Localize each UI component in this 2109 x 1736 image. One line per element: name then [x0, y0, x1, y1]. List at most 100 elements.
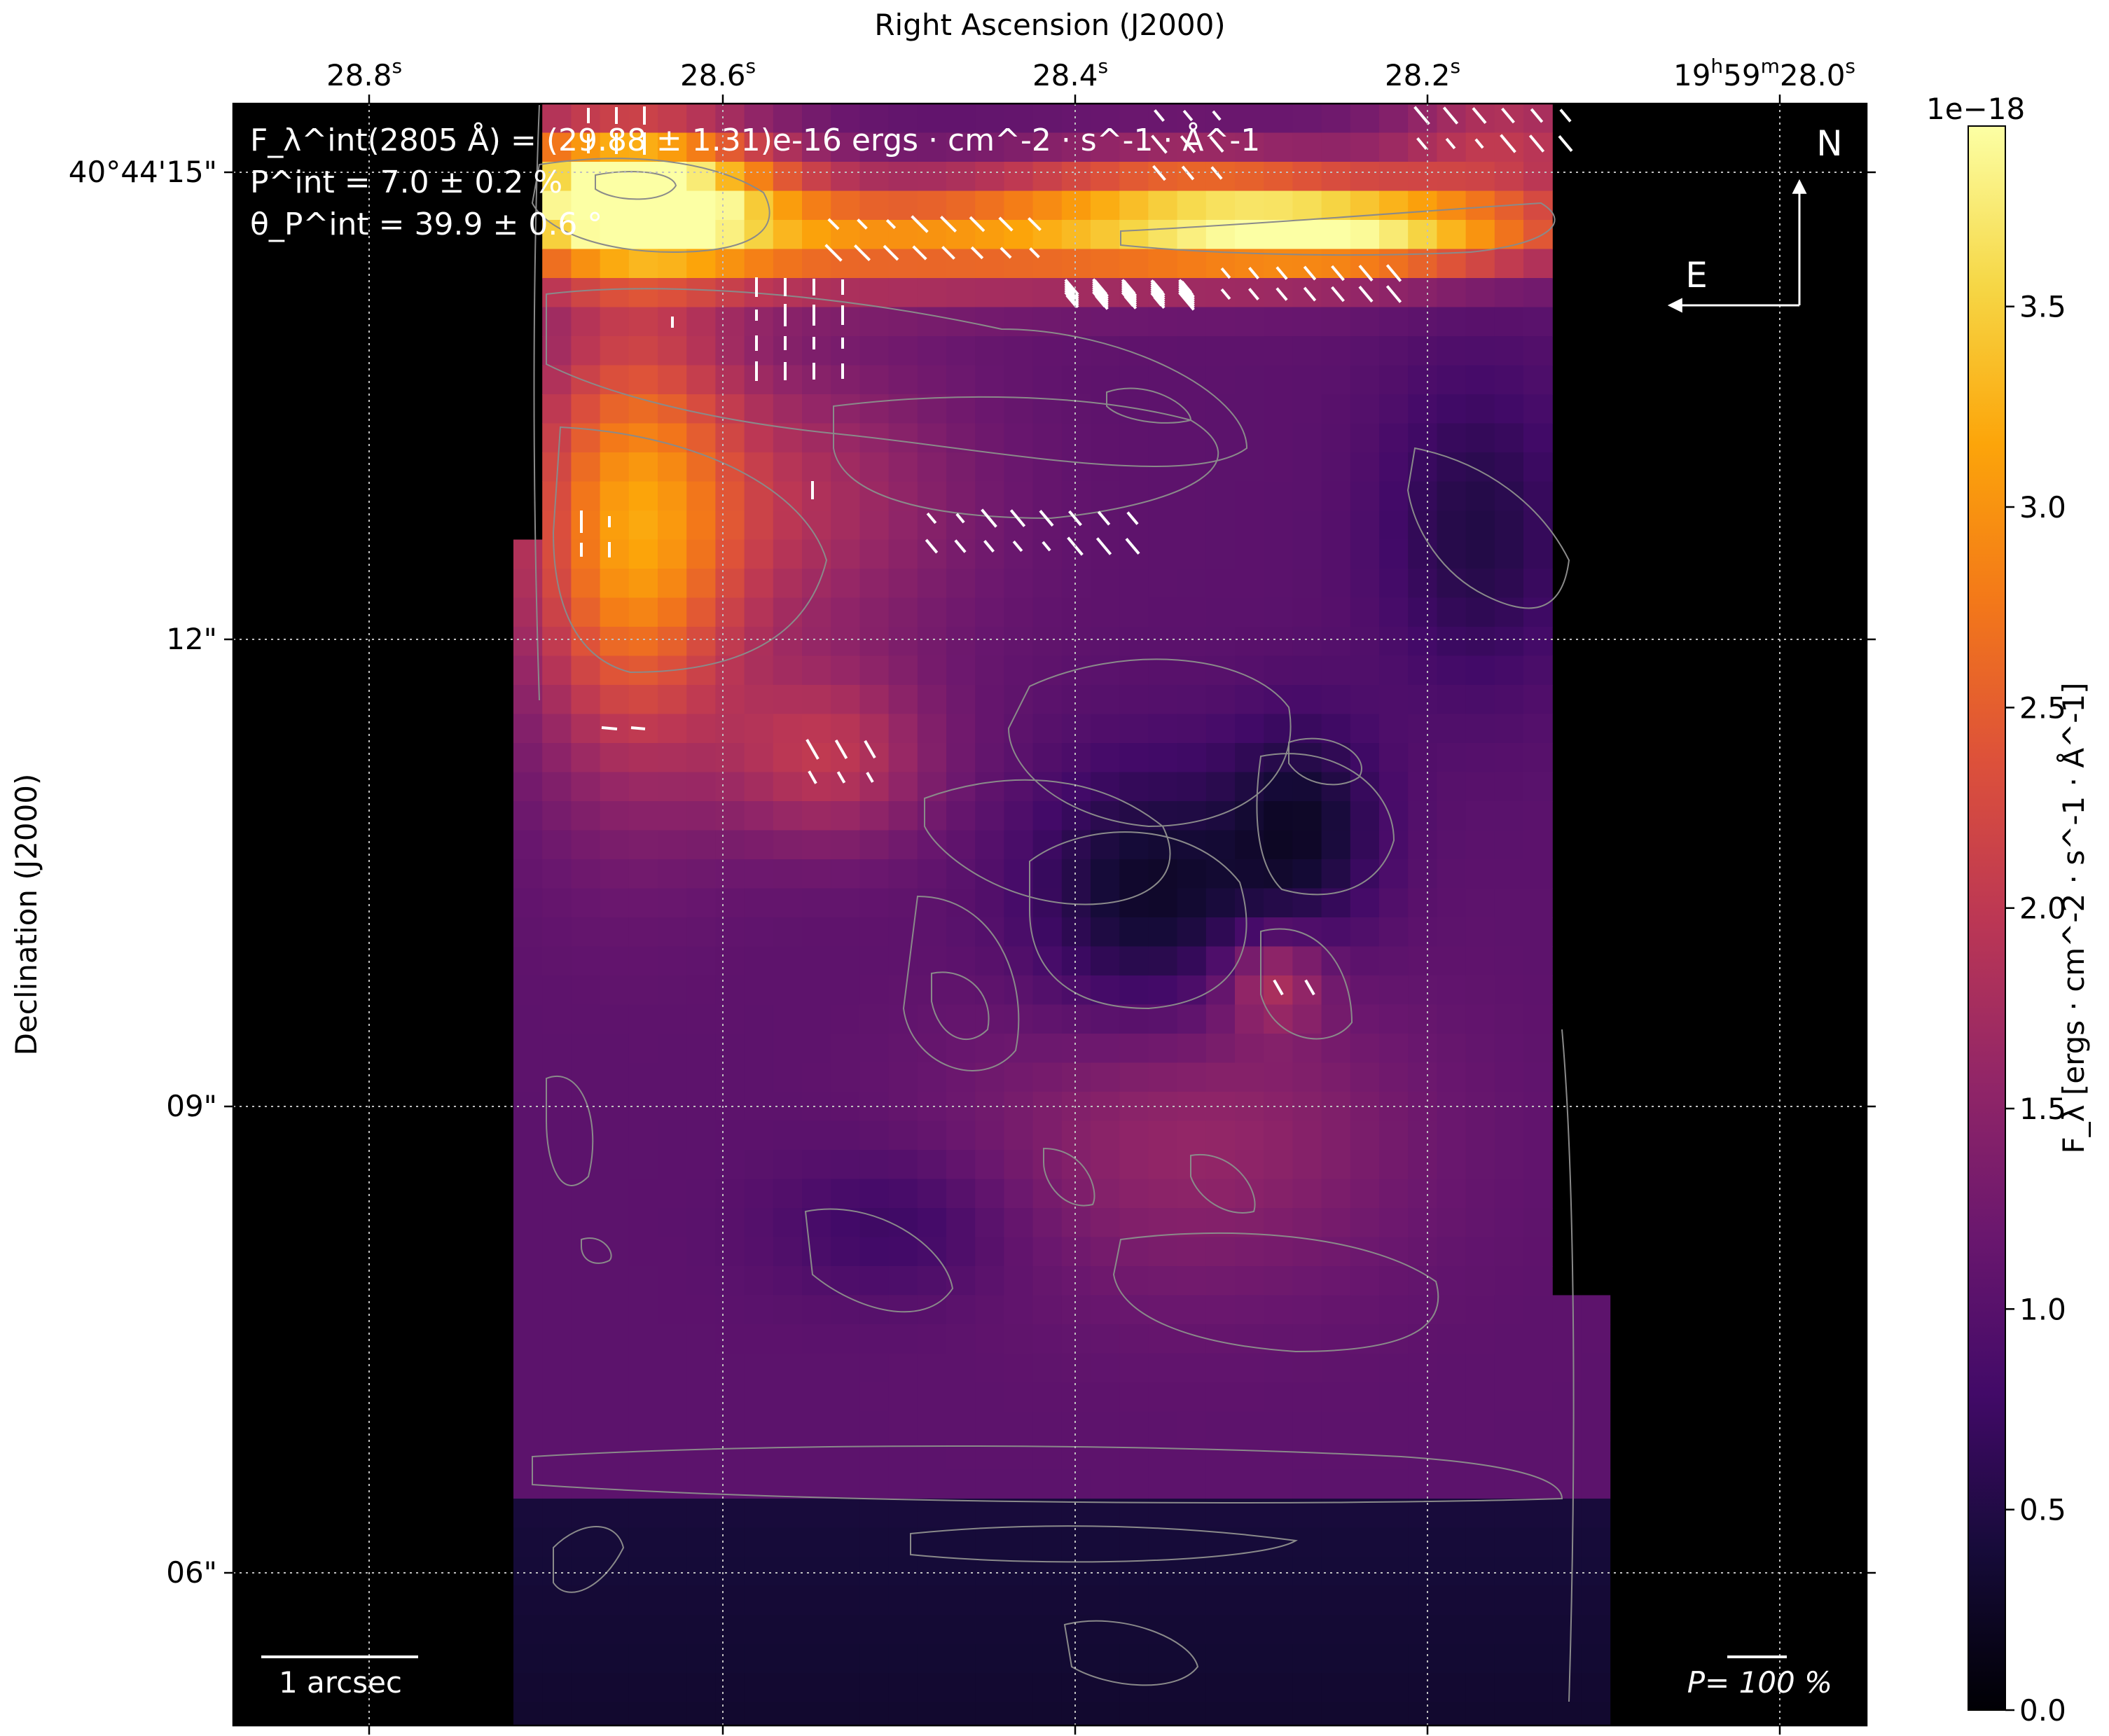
heatmap-cell: [1494, 1469, 1524, 1499]
heatmap-cell: [1581, 1382, 1611, 1412]
heatmap-cell: [773, 1179, 803, 1209]
heatmap-cell: [1091, 220, 1120, 250]
heatmap-cell: [802, 307, 831, 337]
heatmap-cell: [1091, 1295, 1120, 1325]
heatmap-cell: [628, 569, 658, 599]
heatmap-cell: [686, 220, 716, 250]
heatmap-cell: [773, 132, 803, 162]
heatmap-cell: [1061, 336, 1091, 366]
heatmap-cell: [1437, 1527, 1467, 1557]
heatmap-cell: [773, 917, 803, 947]
heatmap-cell: [600, 1120, 630, 1151]
heatmap-cell: [1523, 1062, 1553, 1092]
heatmap-cell: [1321, 1499, 1351, 1529]
heatmap-cell: [773, 1120, 803, 1151]
heatmap-cell: [802, 946, 831, 976]
heatmap-cell: [1379, 801, 1409, 831]
x-tick-label-2: 28.4s: [1032, 55, 1108, 92]
heatmap-cell: [1061, 365, 1091, 395]
heatmap-cell: [744, 1150, 774, 1180]
heatmap-cell: [917, 743, 947, 773]
heatmap-cell: [1119, 1004, 1149, 1034]
heatmap-cell: [917, 917, 947, 947]
heatmap-cell: [1119, 975, 1149, 1006]
heatmap-cell: [628, 1120, 658, 1151]
heatmap-cell: [1350, 1673, 1380, 1703]
heatmap-cell: [1177, 1237, 1207, 1267]
heatmap-cell: [1408, 1004, 1437, 1034]
heatmap-cell: [831, 1295, 860, 1325]
heatmap-cell: [1465, 1062, 1495, 1092]
heatmap-cell: [1523, 190, 1553, 221]
heatmap-cell: [1061, 801, 1091, 831]
heatmap-cell: [1408, 278, 1437, 308]
heatmap-cell: [888, 975, 918, 1006]
heatmap-cell: [1437, 888, 1467, 918]
heatmap-cell: [1235, 1266, 1264, 1296]
heatmap-cell: [1148, 1499, 1178, 1529]
heatmap-cell: [1205, 1440, 1236, 1471]
heatmap-cell: [1004, 597, 1034, 627]
heatmap-cell: [715, 1324, 745, 1354]
heatmap-cell: [715, 569, 745, 599]
heatmap-cell: [888, 1179, 918, 1209]
heatmap-cell: [1004, 1062, 1034, 1092]
heatmap-cell: [1032, 1062, 1063, 1092]
heatmap-cell: [1004, 1702, 1034, 1725]
heatmap-cell: [831, 1034, 860, 1064]
heatmap-cell: [831, 162, 860, 192]
heatmap-cell: [946, 1092, 976, 1122]
heatmap-cell: [571, 975, 601, 1006]
heatmap-cell: [1494, 1004, 1524, 1034]
angular-scale-label: 1 arcsec: [279, 1665, 402, 1700]
polarization-vector: [1416, 137, 1427, 150]
heatmap-cell: [628, 743, 658, 773]
heatmap-cell: [1119, 1382, 1149, 1412]
heatmap-cell: [744, 714, 774, 744]
heatmap-cell: [1119, 1615, 1149, 1645]
heatmap-cell: [888, 859, 918, 889]
heatmap-cell: [1350, 1353, 1380, 1383]
colorbar-tick-label: 2.5: [2019, 690, 2066, 725]
polarization-vector: [1275, 266, 1288, 280]
heatmap-cell: [946, 1440, 976, 1471]
colorbar-tick-label: 0.5: [2019, 1493, 2066, 1527]
heatmap-cell: [917, 190, 947, 221]
heatmap-cell: [888, 627, 918, 657]
heatmap-cell: [1235, 190, 1264, 221]
heatmap-cell: [1292, 336, 1322, 366]
heatmap-cell: [1264, 1440, 1293, 1471]
heatmap-cell: [542, 307, 572, 337]
heatmap-cell: [628, 1499, 658, 1529]
heatmap-cell: [571, 1150, 601, 1180]
heatmap-cell: [1148, 1295, 1178, 1325]
heatmap-cell: [658, 1527, 687, 1557]
heatmap-cell: [831, 888, 860, 918]
heatmap-cell: [975, 1557, 1004, 1587]
heatmap-cell: [1465, 336, 1495, 366]
heatmap-cell: [1264, 1266, 1293, 1296]
heatmap-cell: [686, 1382, 716, 1412]
heatmap-cell: [628, 249, 658, 279]
heatmap-cell: [859, 1353, 890, 1383]
heatmap-cell: [1465, 655, 1495, 686]
heatmap-cell: [658, 481, 687, 511]
y-axis-label: Declination (J2000): [9, 774, 43, 1056]
heatmap-cell: [1264, 1527, 1293, 1557]
heatmap-cell: [686, 801, 716, 831]
heatmap-cell: [1091, 481, 1120, 511]
polarization-vector: [1413, 106, 1430, 125]
polarization-vector: [969, 216, 986, 232]
heatmap-cell: [1437, 481, 1467, 511]
heatmap-cell: [571, 190, 601, 221]
heatmap-cell: [600, 132, 630, 162]
heatmap-cell: [1581, 1702, 1611, 1725]
heatmap-cell: [658, 772, 687, 802]
heatmap-cell: [1061, 452, 1091, 482]
heatmap-cell: [888, 1673, 918, 1703]
heatmap-cell: [628, 1062, 658, 1092]
heatmap-cell: [686, 1266, 716, 1296]
heatmap-cell: [1379, 481, 1409, 511]
heatmap-cell: [1465, 859, 1495, 889]
heatmap-cell: [1350, 104, 1380, 134]
